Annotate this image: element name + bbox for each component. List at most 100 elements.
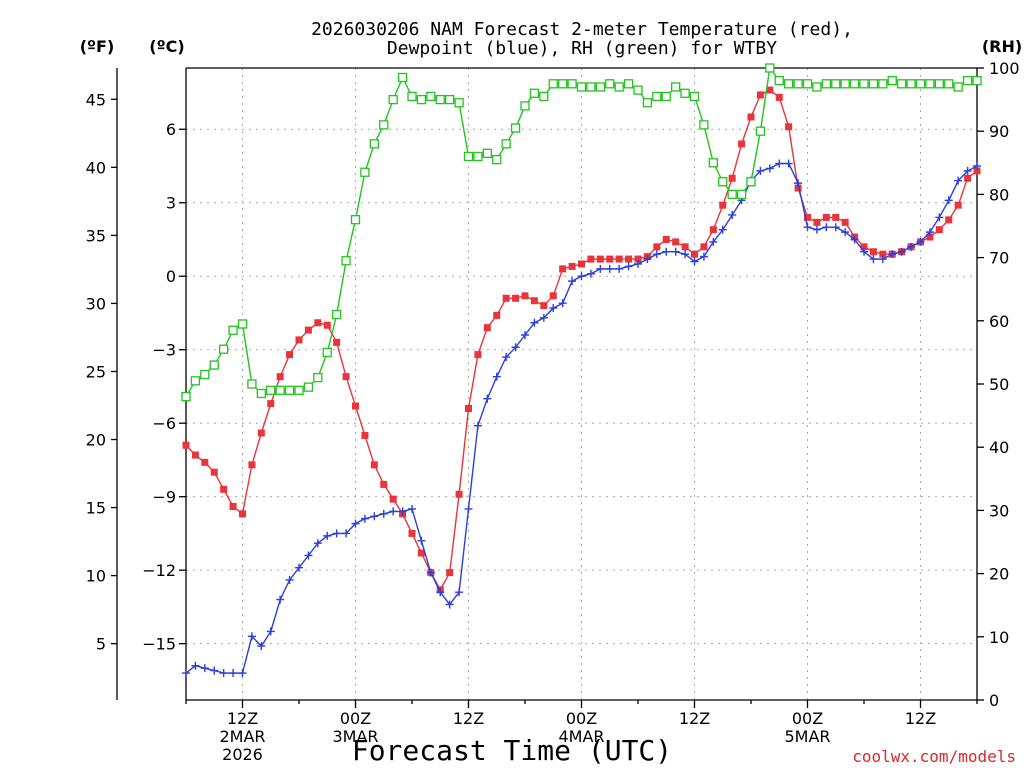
rh-tick-label: 60: [989, 312, 1009, 331]
rh-point: [642, 98, 653, 108]
fahrenheit-tick-label: 45: [86, 90, 106, 109]
temperature-point: [455, 490, 463, 498]
rh-point: [228, 325, 238, 335]
x-tick-date-label: 2MAR: [219, 727, 265, 746]
rh-point: [671, 82, 681, 92]
rh-point: [397, 72, 408, 83]
rh-point: [821, 79, 831, 89]
rh-point: [944, 79, 954, 89]
dewpoint-point: [643, 255, 652, 264]
dewpoint-point: [295, 563, 303, 572]
dewpoint-point: [973, 161, 981, 170]
rh-point: [906, 79, 916, 89]
fahrenheit-unit-label: (ºF): [80, 37, 115, 56]
temperature-line: [185, 89, 978, 592]
rh-point: [595, 82, 605, 92]
rh-point: [190, 376, 201, 386]
rh-point: [209, 360, 219, 370]
dewpoint-point: [963, 166, 972, 175]
dewpoint-point: [285, 575, 294, 584]
fahrenheit-tick-label: 35: [86, 226, 106, 245]
rh-point: [548, 79, 558, 89]
credit-text: coolwx.com/models: [852, 747, 1016, 766]
rh-point: [934, 79, 944, 89]
dewpoint-point: [652, 250, 661, 259]
temperature-point: [691, 250, 698, 258]
dewpoint-point: [492, 372, 501, 381]
dewpoint-point: [539, 313, 548, 322]
x-tick-date-label: 4MAR: [558, 727, 604, 746]
dewpoint-point: [916, 237, 925, 246]
temperature-point: [869, 248, 877, 256]
temperature-point: [352, 402, 359, 410]
rh-point: [868, 79, 879, 89]
dewpoint-point: [624, 262, 633, 271]
dewpoint-point: [379, 509, 388, 518]
dewpoint-point: [323, 531, 332, 540]
dewpoint-point: [219, 669, 228, 678]
dewpoint-point: [473, 421, 482, 430]
rh-point: [520, 101, 530, 111]
dewpoint-point: [681, 250, 690, 259]
rh-point: [379, 120, 389, 130]
dewpoint-point: [690, 257, 699, 266]
temperature-point: [785, 123, 793, 131]
dewpoint-point: [756, 166, 765, 175]
celsius-tick-label: −3: [152, 341, 176, 360]
rh-point: [332, 309, 342, 320]
temperature-point: [540, 302, 548, 310]
rh-point: [765, 63, 775, 73]
rh-point: [962, 75, 973, 86]
rh-point: [237, 319, 248, 329]
dewpoint-point: [342, 529, 351, 538]
dewpoint-point: [229, 669, 238, 678]
temperature-point: [634, 255, 642, 263]
rh-point: [840, 79, 850, 89]
temperature-point: [596, 255, 604, 263]
temperature-point: [276, 373, 284, 381]
temperature-point: [568, 262, 576, 270]
celsius-tick-label: 3: [166, 194, 176, 213]
temperature-point: [766, 86, 774, 94]
rh-point: [727, 189, 737, 200]
dewpoint-point: [709, 237, 718, 246]
dewpoint-point: [765, 164, 774, 173]
rh-point: [219, 344, 229, 354]
rh-point: [539, 91, 549, 102]
x-tick-label: 00Z: [340, 709, 371, 728]
chart-title-line1: 2026030206 NAM Forecast 2-meter Temperat…: [311, 19, 853, 40]
rh-point: [482, 148, 492, 158]
dewpoint-point: [351, 519, 360, 528]
dewpoint-point: [775, 159, 784, 168]
dewpoint-point: [200, 664, 209, 673]
dewpoint-point: [257, 642, 266, 651]
temperature-point: [719, 201, 727, 209]
fahrenheit-tick-label: 15: [86, 499, 106, 518]
rh-point: [529, 88, 540, 98]
rh-point: [294, 385, 304, 395]
fahrenheit-tick-label: 10: [86, 567, 106, 586]
grid-lines: [186, 68, 977, 700]
temperature-point: [493, 311, 501, 319]
temperature-point: [587, 255, 595, 263]
x-tick-year-label: 2026: [222, 745, 263, 764]
dewpoint-point: [398, 507, 407, 516]
dewpoint-point: [925, 228, 934, 237]
rh-point: [953, 82, 963, 92]
dewpoint-point: [888, 250, 897, 259]
rh-point: [972, 75, 982, 86]
rh-point: [341, 256, 351, 266]
temperature-point: [220, 485, 228, 493]
rh-point: [831, 79, 841, 89]
rh-tick-label: 10: [989, 628, 1009, 647]
rh-point: [897, 79, 907, 89]
dewpoint-point: [304, 551, 313, 560]
rh-point: [699, 120, 709, 130]
temperature-point: [474, 351, 482, 359]
rh-point: [793, 79, 803, 89]
rh-point: [746, 177, 756, 187]
rh-point: [878, 79, 888, 89]
rh-point: [915, 79, 926, 89]
dewpoint-point: [445, 600, 454, 609]
temperature-point: [578, 260, 585, 268]
